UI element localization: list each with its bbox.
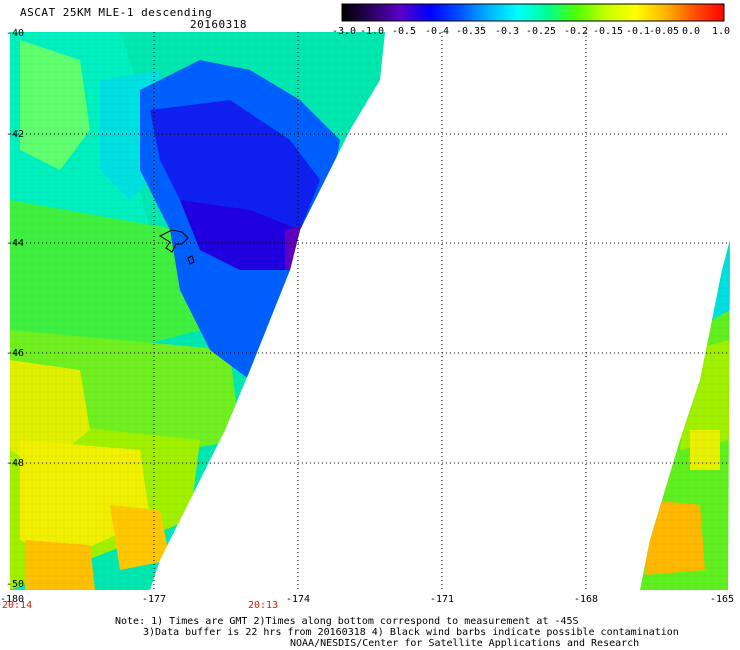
colorbar-tick-label: -0.3 [494, 26, 520, 37]
colorbar-tick-label: -3.0 [331, 26, 357, 37]
lat-label: -48 [6, 458, 25, 469]
colorbar-tick-label: -0.4 [424, 26, 450, 37]
colorbar-tick-label: 1.0 [711, 26, 731, 37]
colorbar-tick-label: -0.1 [625, 26, 651, 37]
colorbar-tick-label: -0.5 [391, 26, 417, 37]
islet-outline [187, 255, 195, 265]
note-line-2: 3)Data buffer is 22 hrs from 20160318 4)… [143, 627, 679, 638]
colorbar-tick-label: -0.35 [455, 26, 487, 37]
image-title: ASCAT 25KM MLE-1 descending [20, 6, 213, 19]
lat-label: -42 [6, 129, 25, 140]
lat-label: -46 [6, 348, 25, 359]
left-swath [10, 32, 385, 590]
colorbar-tick-label: -0.25 [525, 26, 557, 37]
island-outline [158, 229, 189, 253]
right-swath [640, 240, 730, 590]
colorbar-tick-label: 0.0 [681, 26, 701, 37]
lon-label: -165 [709, 594, 735, 605]
lat-label: -44 [6, 238, 25, 249]
image-date: 20160318 [190, 18, 247, 31]
lat-label: -40 [6, 28, 25, 39]
lon-label: -171 [429, 594, 455, 605]
lon-label: -174 [285, 594, 311, 605]
lon-label: -180 [0, 594, 25, 605]
colorbar [341, 3, 725, 22]
colorbar-tick-label: -0.15 [592, 26, 624, 37]
time-label-mid: 20:13 [248, 600, 279, 611]
note-line-1: Note: 1) Times are GMT 2)Times along bot… [115, 616, 579, 627]
graticule [10, 32, 730, 590]
colorbar-tick-label: -0.2 [563, 26, 589, 37]
lat-label: -50 [6, 579, 25, 590]
lon-label: -168 [573, 594, 599, 605]
lon-label: -177 [141, 594, 167, 605]
colorbar-tick-label: -0.05 [648, 26, 680, 37]
time-label-left: 20:14 [2, 600, 33, 611]
colorbar-tick-label: -1.0 [359, 26, 385, 37]
colorbar-gradient [341, 3, 725, 22]
note-line-3: NOAA/NESDIS/Center for Satellite Applica… [290, 638, 640, 649]
